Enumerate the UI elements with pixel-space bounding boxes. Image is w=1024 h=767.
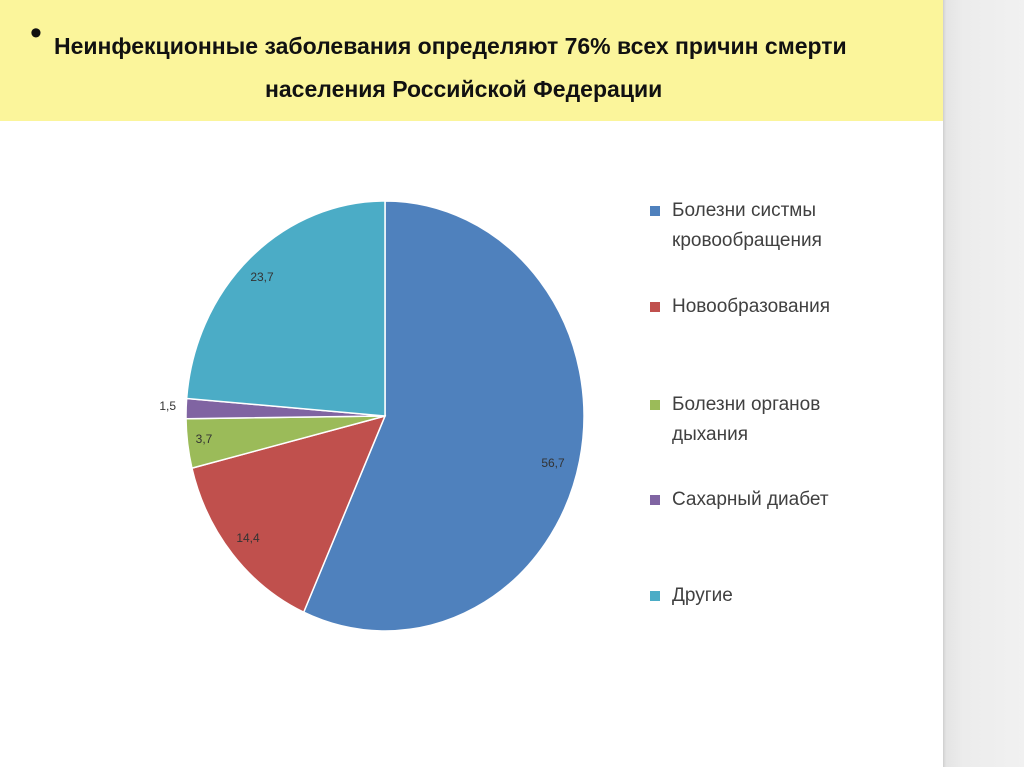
pie-data-label-5: 23,7 — [250, 270, 274, 284]
pie-data-label-2: 14,4 — [236, 531, 260, 545]
pie-data-label-4: 1,5 — [159, 399, 176, 413]
title-line-2: населения Российской Федерации — [265, 76, 663, 102]
legend-label-3: Болезни органов дыхания — [672, 394, 821, 445]
legend-label-2: Новообразования — [672, 296, 831, 317]
pie-slice-5 — [185, 200, 386, 417]
legend-swatch-3 — [650, 400, 660, 410]
title-bullet: • — [30, 14, 42, 52]
slide: • Неинфекционные заболевания определяют … — [0, 0, 943, 632]
legend-swatch-1 — [650, 206, 660, 216]
pie-slice-2 — [191, 414, 387, 614]
window-side-bar — [943, 0, 1024, 767]
legend-label-4: Сахарный диабет — [672, 489, 829, 510]
legend-swatch-4 — [650, 495, 660, 505]
legend-label-1: Болезни систмы кровообращения — [672, 200, 822, 251]
legend-swatch-2 — [650, 302, 660, 312]
pie-data-labels: 56,7 14,4 3,7 1,5 23,7 — [159, 270, 565, 545]
pie-chart: 56,7 14,4 3,7 1,5 23,7 — [159, 200, 585, 632]
pie-slices — [185, 200, 585, 632]
pie-data-label-1: 56,7 — [541, 456, 565, 470]
legend-label-5: Другие — [672, 585, 733, 606]
legend-swatch-5 — [650, 591, 660, 601]
pie-slice-1 — [302, 200, 585, 632]
pie-data-label-3: 3,7 — [196, 432, 213, 446]
title-line-1: Неинфекционные заболевания определяют 76… — [54, 33, 847, 59]
title-band: • Неинфекционные заболевания определяют … — [0, 0, 943, 121]
